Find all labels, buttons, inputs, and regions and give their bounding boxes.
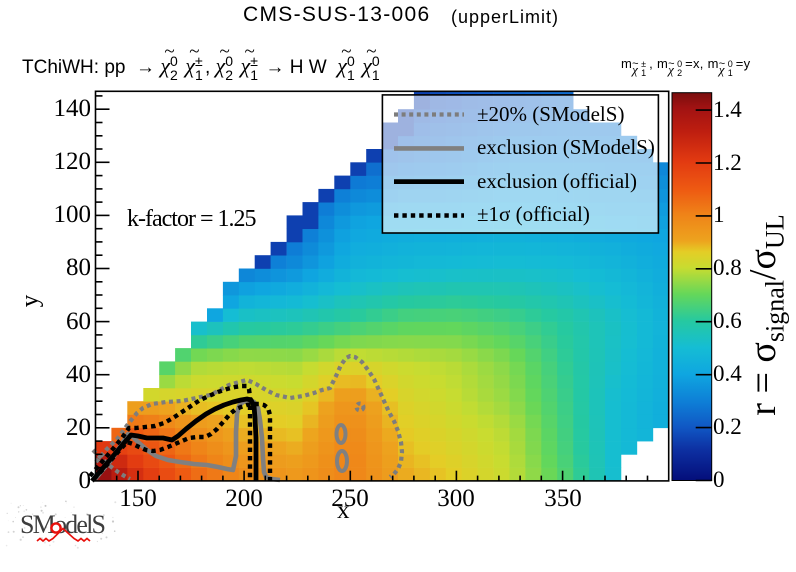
svg-text:SModelS: SModelS <box>20 510 105 539</box>
